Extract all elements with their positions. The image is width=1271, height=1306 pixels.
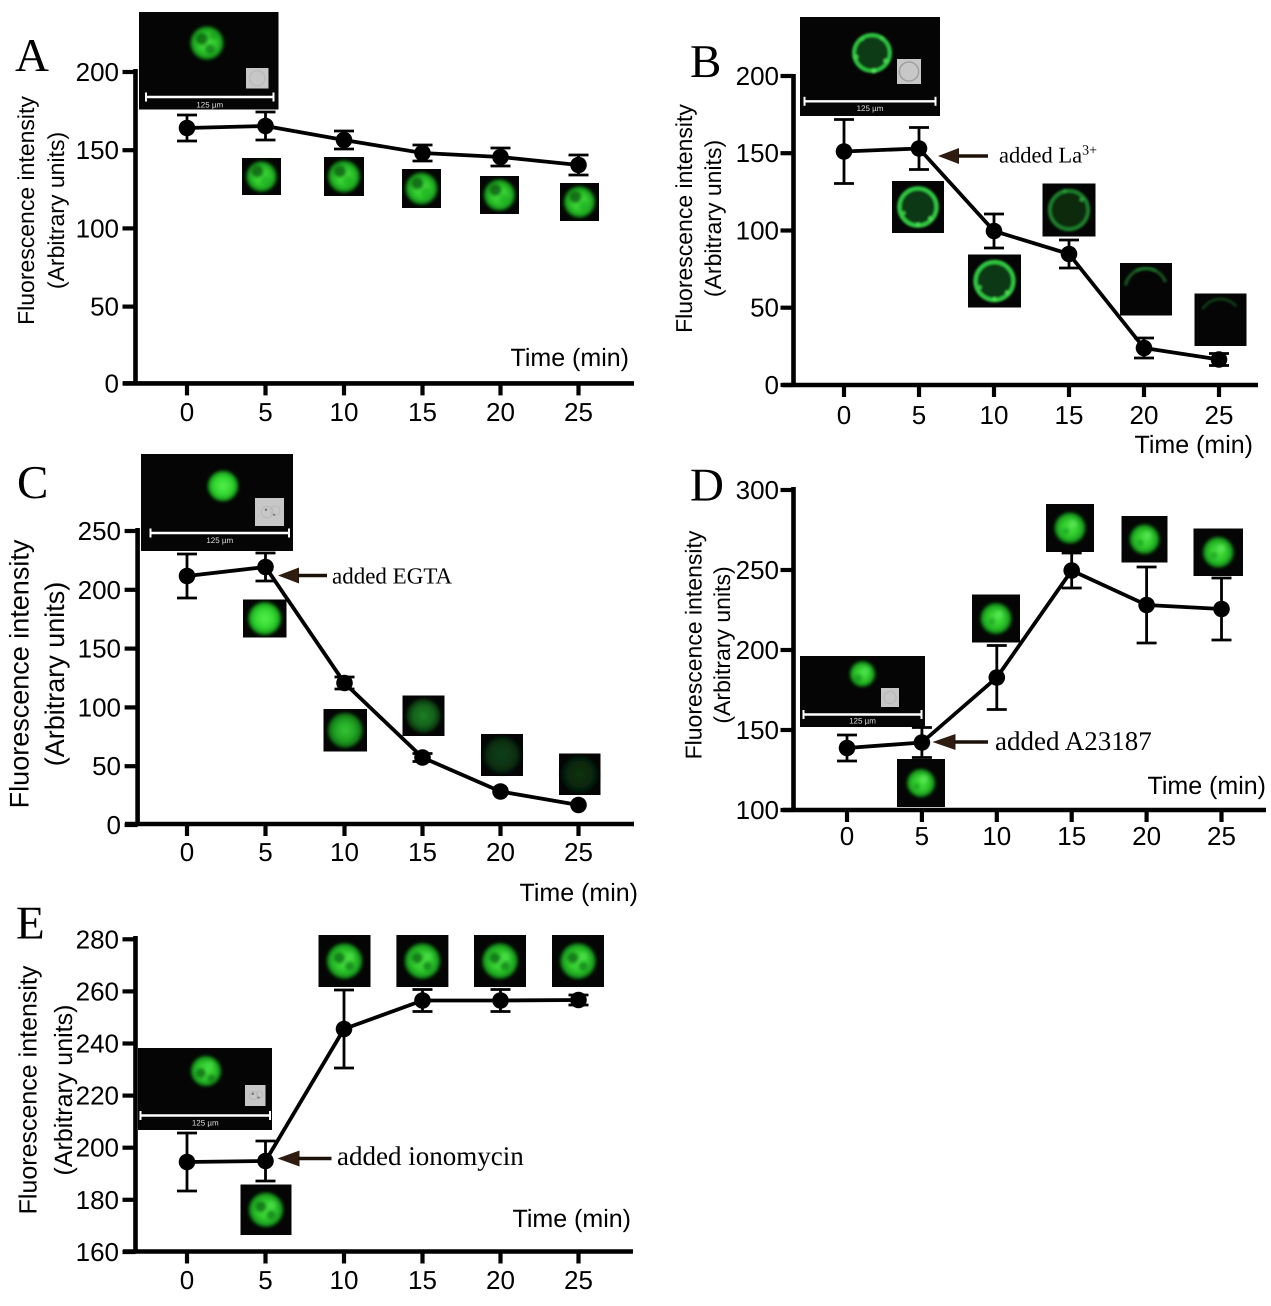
- svg-text:(Arbitrary units): (Arbitrary units): [50, 1005, 78, 1176]
- svg-text:5: 5: [258, 1265, 272, 1295]
- svg-text:0: 0: [105, 368, 119, 398]
- svg-text:125 µm: 125 µm: [196, 101, 223, 110]
- svg-text:added A23187: added A23187: [995, 726, 1152, 756]
- svg-text:added La3+: added La3+: [999, 143, 1097, 168]
- svg-text:Time (min): Time (min): [1147, 772, 1266, 800]
- svg-text:300: 300: [736, 475, 779, 505]
- svg-text:180: 180: [76, 1185, 119, 1215]
- svg-text:5: 5: [258, 837, 272, 867]
- svg-text:Fluorescence intensity: Fluorescence intensity: [13, 96, 39, 325]
- svg-text:250: 250: [78, 516, 121, 546]
- svg-text:Fluorescence intensity: Fluorescence intensity: [15, 965, 43, 1214]
- svg-text:100: 100: [736, 795, 779, 825]
- svg-text:10: 10: [330, 397, 359, 427]
- svg-text:200: 200: [736, 635, 779, 665]
- svg-text:10: 10: [982, 821, 1011, 851]
- svg-text:Time (min): Time (min): [519, 879, 638, 907]
- svg-text:20: 20: [486, 837, 515, 867]
- svg-text:5: 5: [912, 400, 926, 430]
- svg-text:0: 0: [180, 837, 194, 867]
- svg-text:100: 100: [76, 213, 119, 243]
- svg-text:10: 10: [330, 837, 359, 867]
- svg-text:150: 150: [76, 135, 119, 165]
- svg-text:160: 160: [76, 1237, 119, 1267]
- svg-text:0: 0: [765, 370, 779, 400]
- svg-text:Time (min): Time (min): [510, 344, 629, 372]
- svg-text:15: 15: [1055, 400, 1084, 430]
- svg-text:50: 50: [750, 293, 779, 323]
- svg-text:15: 15: [408, 1265, 437, 1295]
- svg-text:0: 0: [107, 810, 121, 840]
- svg-text:125 µm: 125 µm: [192, 1119, 219, 1128]
- svg-text:Fluorescence intensity: Fluorescence intensity: [681, 530, 707, 759]
- svg-text:15: 15: [408, 397, 437, 427]
- svg-text:100: 100: [736, 216, 779, 246]
- svg-text:(Arbitrary units): (Arbitrary units): [43, 132, 69, 289]
- svg-text:0: 0: [840, 821, 854, 851]
- svg-text:50: 50: [90, 292, 119, 322]
- svg-text:(Arbitrary units): (Arbitrary units): [709, 566, 735, 723]
- svg-text:20: 20: [1130, 400, 1159, 430]
- svg-text:150: 150: [78, 634, 121, 664]
- svg-text:Time (min): Time (min): [512, 1205, 631, 1233]
- svg-text:150: 150: [736, 138, 779, 168]
- svg-text:0: 0: [180, 1265, 194, 1295]
- svg-text:240: 240: [76, 1029, 119, 1059]
- svg-text:50: 50: [92, 751, 121, 781]
- svg-text:200: 200: [78, 575, 121, 605]
- svg-text:220: 220: [76, 1081, 119, 1111]
- svg-text:10: 10: [330, 1265, 359, 1295]
- svg-text:150: 150: [736, 715, 779, 745]
- svg-text:25: 25: [1207, 821, 1236, 851]
- svg-text:A: A: [15, 30, 49, 82]
- svg-text:25: 25: [564, 397, 593, 427]
- svg-text:Fluorescence intensity: Fluorescence intensity: [5, 539, 35, 808]
- svg-text:added EGTA: added EGTA: [332, 564, 453, 589]
- svg-text:100: 100: [78, 692, 121, 722]
- svg-text:5: 5: [915, 821, 929, 851]
- svg-text:200: 200: [76, 1133, 119, 1163]
- svg-text:250: 250: [736, 555, 779, 585]
- svg-text:0: 0: [180, 397, 194, 427]
- svg-text:Fluorescence intensity: Fluorescence intensity: [671, 104, 697, 333]
- svg-text:(Arbitrary units): (Arbitrary units): [700, 140, 726, 297]
- svg-text:25: 25: [564, 837, 593, 867]
- svg-text:25: 25: [1205, 400, 1234, 430]
- svg-text:125 µm: 125 µm: [206, 536, 233, 545]
- svg-text:C: C: [17, 457, 48, 509]
- svg-text:20: 20: [1132, 821, 1161, 851]
- svg-text:(Arbitrary units): (Arbitrary units): [40, 582, 70, 767]
- svg-text:260: 260: [76, 976, 119, 1006]
- svg-text:200: 200: [736, 61, 779, 91]
- svg-text:125 µm: 125 µm: [849, 717, 876, 726]
- svg-text:10: 10: [980, 400, 1009, 430]
- svg-text:280: 280: [76, 924, 119, 954]
- svg-text:5: 5: [258, 397, 272, 427]
- svg-text:0: 0: [837, 400, 851, 430]
- svg-text:200: 200: [76, 57, 119, 87]
- svg-text:B: B: [690, 36, 721, 88]
- svg-text:15: 15: [408, 837, 437, 867]
- svg-text:25: 25: [564, 1265, 593, 1295]
- svg-text:20: 20: [486, 1265, 515, 1295]
- svg-text:125 µm: 125 µm: [857, 104, 884, 113]
- svg-text:Time (min): Time (min): [1134, 431, 1253, 459]
- svg-text:added ionomycin: added ionomycin: [337, 1141, 524, 1171]
- svg-text:20: 20: [486, 397, 515, 427]
- svg-text:15: 15: [1057, 821, 1086, 851]
- svg-text:E: E: [16, 898, 45, 950]
- svg-text:D: D: [690, 460, 724, 512]
